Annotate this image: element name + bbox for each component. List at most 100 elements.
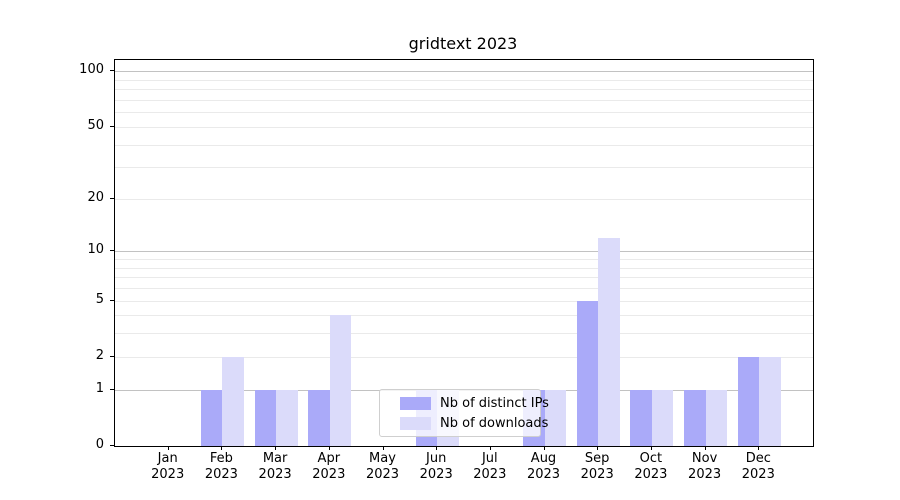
gridline-minor — [115, 300, 813, 302]
bar-downloads — [651, 389, 674, 446]
gridline-minor — [115, 144, 813, 146]
y-tick-mark — [110, 355, 114, 357]
bar-distinct-ips — [576, 300, 599, 446]
x-tick-label: Mar 2023 — [243, 451, 307, 483]
bar-distinct-ips — [200, 389, 223, 446]
y-tick-label: 100 — [79, 62, 104, 78]
gridline-minor — [115, 112, 813, 114]
x-tick-mark — [436, 446, 438, 450]
x-tick-label: Feb 2023 — [189, 451, 253, 483]
x-tick-label-line: Feb — [209, 451, 233, 466]
x-tick-mark — [650, 446, 652, 450]
y-tick-label: 50 — [87, 117, 104, 133]
gridline-minor — [115, 198, 813, 200]
x-tick-mark — [704, 446, 706, 450]
gridline-minor — [115, 288, 813, 289]
x-tick-label-line: 2023 — [688, 467, 722, 482]
bar-distinct-ips — [684, 389, 706, 446]
gridline-major — [115, 251, 813, 253]
x-tick-label-line: 2023 — [204, 467, 238, 482]
gridline-minor — [115, 167, 813, 169]
gridline-minor — [115, 267, 813, 269]
gridline-minor — [115, 333, 813, 335]
y-tick-mark — [110, 250, 114, 252]
x-tick-label: May 2023 — [351, 451, 415, 483]
x-tick-label-line: 2023 — [473, 467, 507, 482]
gridline-minor — [115, 79, 813, 81]
gridline-minor — [115, 89, 813, 91]
x-tick-label: Sep 2023 — [565, 451, 629, 483]
x-tick-label-line: 2023 — [151, 467, 185, 482]
x-tick-label-line: 2023 — [419, 467, 453, 482]
bar-distinct-ips — [737, 356, 760, 446]
bar-downloads — [276, 389, 298, 446]
x-tick-label: Aug 2023 — [512, 451, 576, 483]
x-tick-mark — [167, 446, 169, 450]
y-tick-label: 10 — [87, 242, 104, 258]
y-tick-label: 20 — [87, 189, 104, 205]
legend: Nb of distinct IPs Nb of downloads — [379, 389, 549, 437]
y-tick-mark — [110, 445, 114, 446]
bar-downloads — [222, 356, 244, 446]
x-tick-label-line: 2023 — [258, 467, 292, 482]
x-tick-mark — [328, 446, 330, 450]
y-tick-label: 1 — [95, 380, 104, 396]
gridline-minor — [115, 315, 813, 317]
y-tick-mark — [110, 125, 114, 127]
bar-distinct-ips — [630, 389, 652, 446]
legend-row-distinct-ips: Nb of distinct IPs — [380, 396, 549, 411]
x-tick-label-line: Sep — [584, 451, 610, 466]
x-tick-label-line: 2023 — [365, 467, 400, 482]
x-tick-label-line: Apr — [317, 451, 341, 466]
x-tick-mark — [275, 446, 277, 450]
y-tick-mark — [110, 70, 114, 72]
x-tick-mark — [597, 446, 599, 450]
x-tick-label-line: Nov — [691, 451, 718, 466]
x-tick-label-line: 2023 — [580, 467, 614, 482]
x-tick-label-line: May — [369, 451, 396, 466]
x-tick-label-line: 2023 — [634, 467, 668, 482]
legend-label-downloads: Nb of downloads — [440, 415, 549, 431]
y-tick-label: 5 — [95, 291, 104, 307]
x-tick-mark — [543, 446, 545, 450]
gridline-minor — [115, 126, 813, 128]
x-tick-label-line: Jan — [157, 451, 178, 466]
legend-label-distinct-ips: Nb of distinct IPs — [440, 395, 549, 411]
x-tick-label: Jun 2023 — [404, 451, 468, 483]
plot-area: Nb of distinct IPs Nb of downloads — [114, 59, 814, 447]
bar-downloads — [329, 315, 352, 446]
x-tick-label-line: Jul — [481, 451, 498, 466]
x-tick-mark — [382, 446, 384, 450]
bar-downloads — [544, 389, 566, 446]
x-tick-label-line: Oct — [639, 451, 663, 466]
bar-distinct-ips — [254, 389, 277, 446]
chart-title: gridtext 2023 — [408, 34, 518, 53]
gridline-minor — [115, 99, 813, 101]
gridline-major — [115, 71, 813, 73]
x-tick-label: Dec 2023 — [726, 451, 790, 483]
gridline-minor — [115, 259, 813, 260]
x-tick-label-line: 2023 — [741, 467, 775, 482]
x-tick-mark — [221, 446, 223, 450]
bar-downloads — [759, 356, 781, 446]
gridline-minor — [115, 277, 813, 279]
x-tick-label-line: Mar — [262, 451, 288, 466]
legend-swatch-downloads — [400, 416, 431, 430]
bar-downloads — [598, 237, 620, 446]
bar-distinct-ips — [308, 389, 330, 446]
y-tick-label: 2 — [95, 347, 104, 363]
x-tick-label: Jul 2023 — [458, 451, 522, 483]
legend-swatch-distinct-ips — [400, 396, 431, 410]
x-tick-label-line: 2023 — [526, 467, 561, 482]
y-tick-label: 0 — [95, 437, 104, 452]
x-tick-label-line: 2023 — [312, 467, 346, 482]
x-tick-mark — [758, 446, 760, 450]
bar-downloads — [705, 389, 728, 446]
x-tick-label: Oct 2023 — [619, 451, 683, 483]
x-tick-label-line: Dec — [745, 451, 771, 466]
y-tick-mark — [110, 388, 114, 390]
y-tick-mark — [110, 197, 114, 199]
x-tick-mark — [489, 446, 491, 450]
x-tick-label: Nov 2023 — [673, 451, 737, 483]
